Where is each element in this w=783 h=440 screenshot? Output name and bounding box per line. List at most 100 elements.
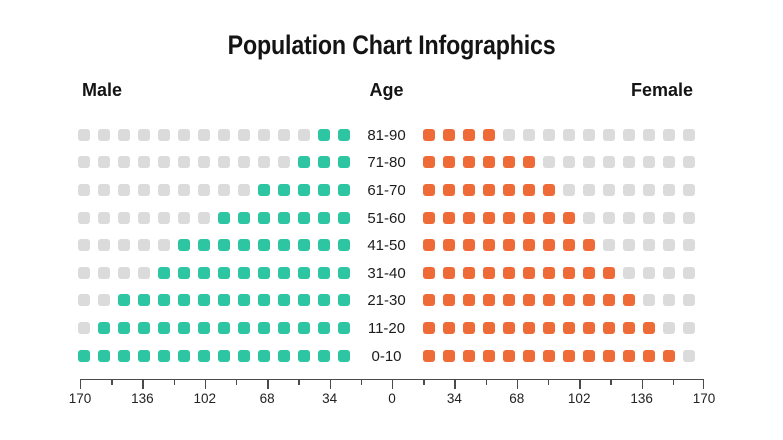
empty-dot [118,239,130,252]
female-dot [443,239,455,252]
female-dot [503,239,515,252]
male-dot [338,321,350,334]
male-dot [258,211,270,224]
female-dot [483,321,495,334]
empty-dot [683,128,695,141]
axis-minor-tick [360,380,363,385]
empty-dot [523,128,535,141]
axis-tick-label: 0 [388,391,396,406]
age-group-label: 21-30 [367,292,406,310]
empty-dot [623,239,635,252]
empty-dot [258,128,270,141]
female-dot [483,239,495,252]
empty-dot [643,156,655,169]
empty-dot [158,211,170,224]
male-dot [178,321,190,334]
empty-dot [178,128,190,141]
male-dot [338,128,350,141]
female-cells [423,266,695,279]
female-header-label: Female [630,79,693,100]
empty-dot [198,156,210,169]
male-dot [238,266,250,279]
male-dot [318,239,330,252]
male-dot [218,211,230,224]
age-group-label: 71-80 [367,154,406,172]
female-dot [503,266,515,279]
male-dot [138,321,150,334]
female-dot [643,349,655,362]
male-dot [258,349,270,362]
x-axis: 170 136 102 68 34 0 34 68 102 136 170 [69,379,715,409]
male-dot [318,266,330,279]
axis-tick-label: 170 [68,391,92,406]
female-dot [463,349,475,362]
male-dot [278,266,290,279]
pyramid-rows: 81-90 71-80 61-70 51-60 41-50 31-40 21-30 11-20… [78,121,700,369]
axis-tick [329,380,331,389]
empty-dot [663,266,675,279]
female-dot [523,211,535,224]
male-dot [298,239,310,252]
female-dot [423,239,435,252]
empty-dot [98,239,110,252]
axis-tick-label: 170 [692,391,716,406]
female-dot [543,211,555,224]
empty-dot [138,183,150,196]
male-dot [158,266,170,279]
male-dot [318,349,330,362]
empty-dot [198,211,210,224]
empty-dot [118,211,130,224]
female-dot [483,266,495,279]
female-dot [463,266,475,279]
male-dot [258,294,270,307]
empty-dot [278,156,290,169]
axis-tick-label: 102 [193,391,217,406]
axis-tick-label: 68 [259,391,275,406]
female-dot [623,321,635,334]
axis-minor-tick [548,380,550,385]
male-dot [258,321,270,334]
male-header-label: Male [82,79,123,100]
male-dot [158,294,170,307]
empty-dot [683,349,695,362]
empty-dot [98,128,110,141]
male-cells [78,294,350,307]
empty-dot [683,156,695,169]
female-dot [483,128,495,141]
empty-dot [138,156,150,169]
male-dot [298,321,310,334]
male-dot [338,156,350,169]
axis-tick-label: 136 [630,391,653,406]
empty-dot [543,156,555,169]
empty-dot [643,183,655,196]
male-dot [258,183,270,196]
empty-dot [238,183,250,196]
empty-dot [683,183,695,196]
empty-dot [78,128,90,141]
female-dot [423,211,435,224]
axis-minor-tick [111,380,113,385]
male-dot [238,211,250,224]
male-dot [298,349,310,362]
empty-dot [583,156,595,169]
empty-dot [158,239,170,252]
female-dot [523,349,535,362]
female-dot [503,156,515,169]
empty-dot [298,128,310,141]
empty-dot [278,128,290,141]
male-cells [78,211,350,224]
female-dot [503,349,515,362]
female-dot [543,321,555,334]
empty-dot [563,156,575,169]
age-group-label: 61-70 [367,181,406,199]
empty-dot [603,239,615,252]
empty-dot [623,156,635,169]
female-cells [423,128,695,141]
male-dot [278,239,290,252]
empty-dot [643,128,655,141]
male-dot [198,266,210,279]
female-dot [423,321,435,334]
female-cells [423,183,695,196]
male-dot [218,266,230,279]
female-dot [463,156,475,169]
